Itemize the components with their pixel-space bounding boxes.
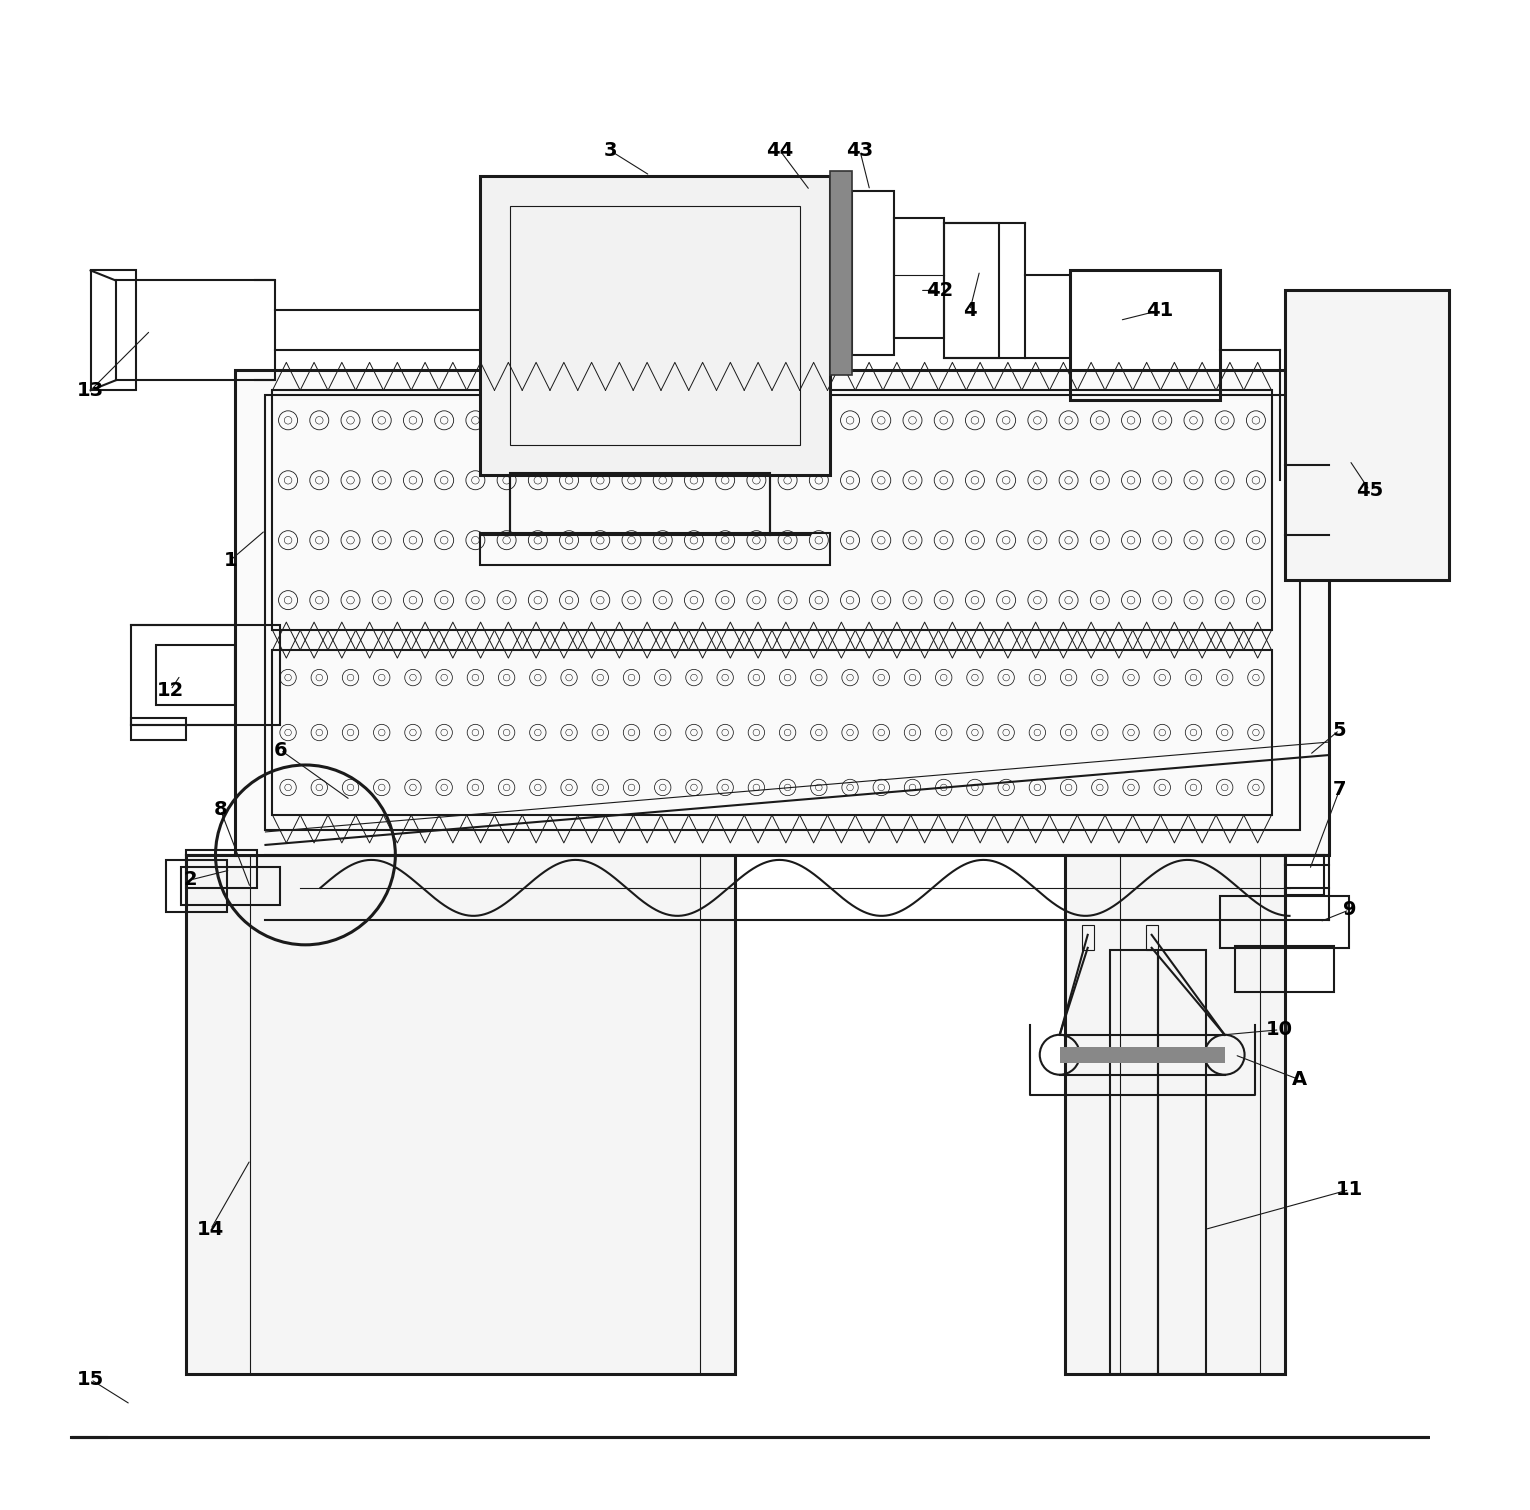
Bar [1285,290,1449,580]
Bar [829,171,852,376]
Bar [130,719,185,740]
Bar [181,867,280,904]
Bar [130,625,280,725]
Text: 11: 11 [1336,1181,1363,1199]
Bar [272,391,1271,630]
Bar [509,473,770,535]
Bar [266,396,1299,830]
Bar [165,859,228,912]
Text: 10: 10 [1265,1021,1293,1039]
Bar [480,175,829,476]
Text: 6: 6 [274,740,288,760]
Bar [156,645,236,705]
Text: 3: 3 [603,140,617,160]
Text: 1: 1 [223,551,237,569]
Bar [509,205,800,445]
Bar [944,223,999,358]
Bar [1069,270,1219,400]
Bar [1235,945,1334,992]
Bar [90,270,136,391]
Text: 41: 41 [1146,300,1174,320]
Bar [1065,855,1285,1374]
Bar [1285,855,1325,895]
Bar [236,370,1330,855]
Bar [185,855,734,1374]
Bar [480,533,829,565]
Bar [894,219,944,338]
Text: 5: 5 [1333,720,1346,740]
Bar [272,651,1271,815]
Text: A: A [1291,1071,1307,1089]
Bar [852,190,894,355]
Bar [185,850,257,888]
Text: 9: 9 [1343,900,1356,920]
Text: 12: 12 [158,681,184,699]
Text: 13: 13 [76,381,104,400]
Text: 8: 8 [214,800,228,820]
Text: 4: 4 [962,300,976,320]
Text: 45: 45 [1356,480,1383,500]
Bar [1060,1046,1224,1063]
Bar [1146,924,1158,950]
Text: 14: 14 [197,1220,223,1240]
Bar [1219,895,1349,948]
Bar [1082,924,1094,950]
Text: 15: 15 [76,1370,104,1389]
Bar [1109,950,1158,1374]
Text: 44: 44 [767,140,794,160]
Text: 43: 43 [846,140,874,160]
Text: 7: 7 [1333,781,1346,799]
Text: 2: 2 [184,870,197,889]
Bar [1158,950,1206,1374]
Text: 42: 42 [926,281,953,300]
